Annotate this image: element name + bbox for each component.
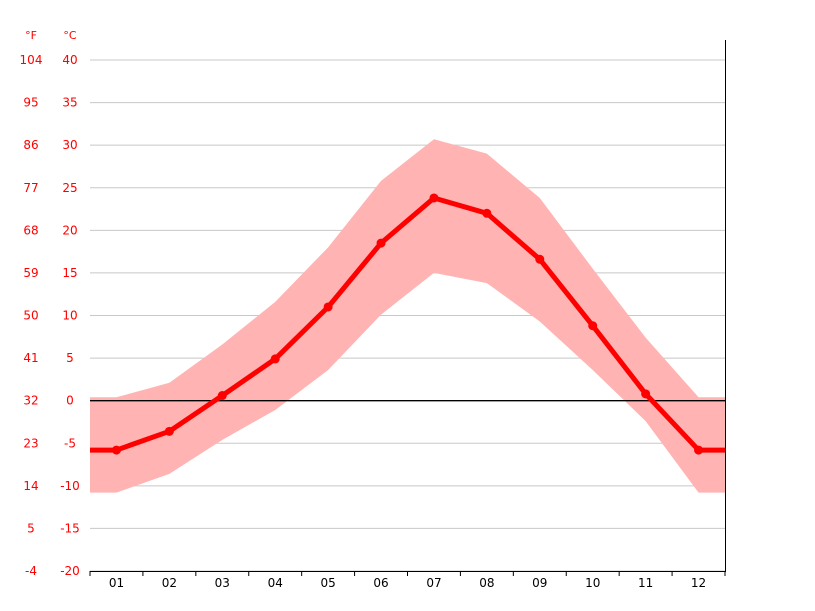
- x-tick-label: 09: [532, 576, 547, 590]
- y-tick-label-celsius: 35: [62, 96, 77, 110]
- x-tick-label: 05: [320, 576, 335, 590]
- y-tick-label-fahrenheit: 86: [23, 138, 38, 152]
- y-tick-label-fahrenheit: 77: [23, 181, 38, 195]
- x-tick-label: 06: [373, 576, 388, 590]
- y-tick-label-celsius: 40: [62, 53, 77, 67]
- y-tick-label-celsius: -5: [64, 436, 76, 450]
- mean-temperature-line: [90, 195, 725, 453]
- y-tick-label-celsius: -20: [60, 564, 80, 578]
- y-tick-label-fahrenheit: 50: [23, 309, 38, 323]
- axis-labels: °F °C 4010435953086257720681559105054103…: [20, 29, 707, 590]
- x-tick-label: 12: [691, 576, 706, 590]
- y-tick-label-celsius: 30: [62, 138, 77, 152]
- y-tick-label-celsius: 25: [62, 181, 77, 195]
- y-tick-label-fahrenheit: 5: [27, 521, 35, 535]
- y-tick-label-fahrenheit: 14: [23, 479, 38, 493]
- celsius-unit-label: °C: [63, 29, 77, 42]
- y-tick-label-celsius: -10: [60, 479, 80, 493]
- temperature-range-band: [90, 139, 725, 493]
- x-tick-label: 01: [109, 576, 124, 590]
- data-point: [217, 391, 227, 401]
- y-tick-label-celsius: 15: [62, 266, 77, 280]
- data-point: [535, 254, 545, 264]
- y-tick-label-celsius: -15: [60, 521, 80, 535]
- data-point: [376, 238, 386, 248]
- data-point: [482, 208, 492, 218]
- y-tick-label-fahrenheit: 104: [20, 53, 43, 67]
- temperature-series: [90, 193, 725, 455]
- y-tick-label-fahrenheit: 41: [23, 351, 38, 365]
- y-tick-label-celsius: 10: [62, 309, 77, 323]
- data-point: [323, 302, 333, 312]
- y-tick-label-fahrenheit: 68: [23, 223, 38, 237]
- data-point: [694, 445, 704, 455]
- x-tick-label: 08: [479, 576, 494, 590]
- x-tick-label: 10: [585, 576, 600, 590]
- y-tick-label-fahrenheit: 59: [23, 266, 38, 280]
- y-tick-label-celsius: 20: [62, 223, 77, 237]
- y-tick-label-celsius: 0: [66, 394, 74, 408]
- x-tick-label: 03: [215, 576, 230, 590]
- data-point: [111, 445, 121, 455]
- data-point: [270, 354, 280, 364]
- axes: [89, 40, 726, 576]
- data-point: [588, 321, 598, 331]
- data-point: [641, 389, 651, 399]
- y-tick-label-fahrenheit: -4: [25, 564, 37, 578]
- fahrenheit-unit-label: °F: [25, 29, 37, 42]
- x-tick-label: 07: [426, 576, 441, 590]
- x-tick-label: 04: [268, 576, 283, 590]
- y-tick-label-fahrenheit: 95: [23, 96, 38, 110]
- x-tick-label: 02: [162, 576, 177, 590]
- data-point: [429, 193, 439, 203]
- data-point: [164, 426, 174, 436]
- x-tick-label: 11: [638, 576, 653, 590]
- y-tick-label-fahrenheit: 32: [23, 394, 38, 408]
- grid-lines: [90, 59, 725, 572]
- y-tick-label-celsius: 5: [66, 351, 74, 365]
- min-max-band: [90, 139, 725, 493]
- y-tick-label-fahrenheit: 23: [23, 436, 38, 450]
